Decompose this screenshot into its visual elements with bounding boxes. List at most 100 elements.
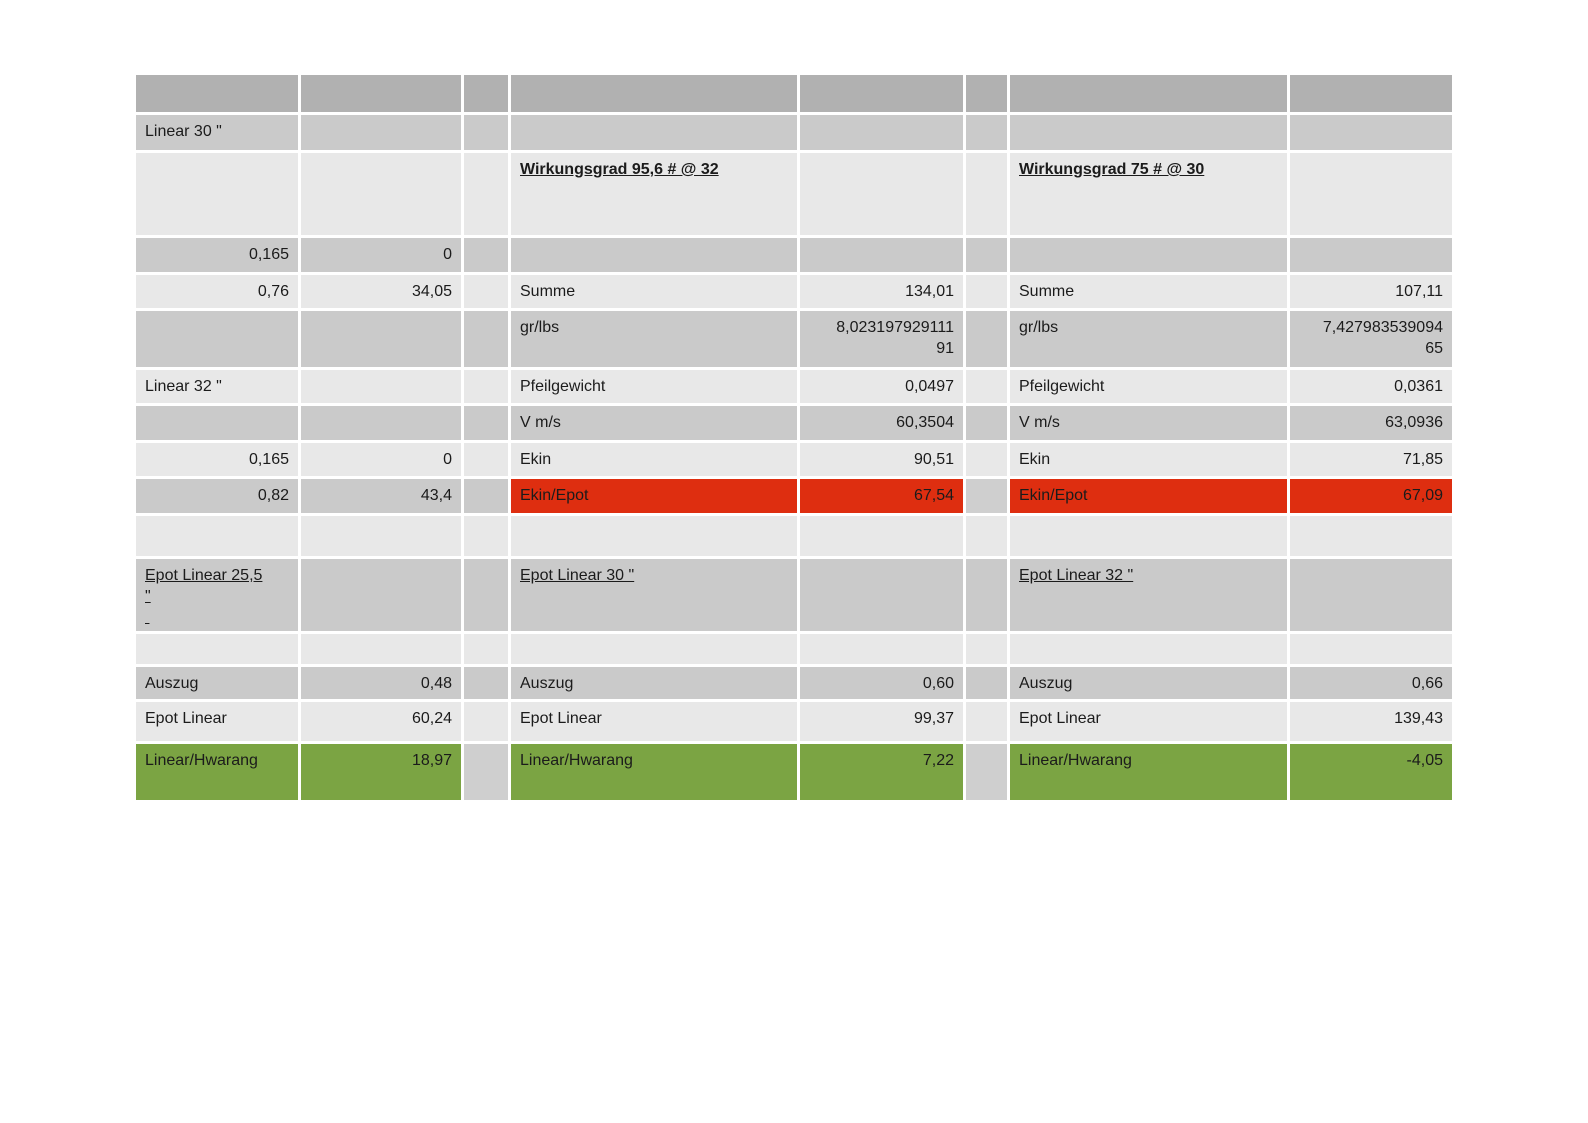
velocity-value-g1: 60,3504: [797, 403, 966, 443]
empty-cell: [1007, 235, 1290, 275]
epot-linear-label-g2: Epot Linear: [1007, 699, 1290, 744]
ekin-epot-label-g2: Ekin/Epot: [1007, 476, 1290, 516]
empty-cell: [963, 513, 1010, 559]
empty-cell: [298, 72, 464, 115]
velocity-label-g1: V m/s: [508, 403, 800, 443]
empty-cell: [963, 699, 1010, 744]
empty-cell: [963, 308, 1010, 370]
gr-lbs-label-g1: gr/lbs: [508, 308, 800, 370]
empty-cell: [963, 112, 1010, 153]
empty-cell: [133, 513, 301, 559]
wirkungsgrad-75-header: Wirkungsgrad 75 # @ 30: [1007, 150, 1290, 238]
empty-cell: [461, 556, 511, 634]
gr-lbs-value-g1: 8,023197929111 91: [797, 308, 966, 370]
empty-cell: [508, 235, 800, 275]
empty-cell: [461, 112, 511, 153]
linear32-value-b: 43,4: [298, 476, 464, 516]
empty-cell: [461, 699, 511, 744]
linear32-param-value: 0,165: [133, 440, 301, 479]
empty-cell: [1287, 72, 1455, 115]
empty-cell: [461, 631, 511, 667]
empty-cell: [461, 72, 511, 115]
table-row-wirkungsgrad-headers: Wirkungsgrad 95,6 # @ 32 Wirkungsgrad 75…: [133, 150, 1455, 238]
epot-linear-value-g0: 60,24: [298, 699, 464, 744]
pfeilgewicht-label-g1: Pfeilgewicht: [508, 367, 800, 406]
empty-cell: [797, 556, 966, 634]
empty-cell: [298, 367, 464, 406]
table-row-gr-lbs: gr/lbs 8,023197929111 91 gr/lbs 7,427983…: [133, 308, 1455, 370]
empty-cell: [963, 556, 1010, 634]
empty-cell: [133, 72, 301, 115]
empty-cell: [1007, 631, 1290, 667]
epot-linear-30-header: Epot Linear 30 ": [508, 556, 800, 634]
empty-cell: [298, 112, 464, 153]
linear30-zero-value: 0: [298, 235, 464, 275]
empty-cell: [963, 403, 1010, 443]
linear-hwarang-label-g1: Linear/Hwarang: [508, 741, 800, 803]
empty-cell: [133, 150, 301, 238]
table-row-linear-hwarang: Linear/Hwarang 18,97 Linear/Hwarang 7,22…: [133, 741, 1455, 803]
summe-value-g1: 134,01: [797, 272, 966, 311]
ekin-epot-label-g1: Ekin/Epot: [508, 476, 800, 516]
empty-cell: [461, 235, 511, 275]
empty-cell: [963, 741, 1010, 803]
epot-linear-label-g1: Epot Linear: [508, 699, 800, 744]
empty-cell: [963, 150, 1010, 238]
empty-cell: [963, 631, 1010, 667]
empty-cell: [298, 513, 464, 559]
empty-cell: [461, 664, 511, 702]
calculation-table-container: Linear 30 " Wirkungsgrad 95,6 # @ 32 Wir…: [133, 72, 1455, 803]
table-row-linear30-values: 0,165 0: [133, 235, 1455, 275]
velocity-label-g2: V m/s: [1007, 403, 1290, 443]
empty-cell: [1287, 235, 1455, 275]
empty-cell: [461, 476, 511, 516]
empty-cell: [1007, 72, 1290, 115]
empty-cell: [1287, 556, 1455, 634]
auszug-value-g1: 0,60: [797, 664, 966, 702]
epot-linear-value-g2: 139,43: [1287, 699, 1455, 744]
pfeilgewicht-label-g2: Pfeilgewicht: [1007, 367, 1290, 406]
empty-cell: [508, 112, 800, 153]
table-row-velocity: V m/s 60,3504 V m/s 63,0936: [133, 403, 1455, 443]
empty-cell: [298, 556, 464, 634]
velocity-value-g2: 63,0936: [1287, 403, 1455, 443]
empty-cell: [963, 664, 1010, 702]
empty-cell: [508, 631, 800, 667]
empty-cell: [1287, 150, 1455, 238]
linear-32-label: Linear 32 ": [133, 367, 301, 406]
epot-linear-label-g0: Epot Linear: [133, 699, 301, 744]
ekin-label-g1: Ekin: [508, 440, 800, 479]
empty-cell: [963, 476, 1010, 516]
empty-cell: [508, 513, 800, 559]
linear30-value-b: 34,05: [298, 272, 464, 311]
table-row-ekin: 0,165 0 Ekin 90,51 Ekin 71,85: [133, 440, 1455, 479]
empty-cell: [963, 367, 1010, 406]
summe-label-g1: Summe: [508, 272, 800, 311]
linear-hwarang-value-g1: 7,22: [797, 741, 966, 803]
auszug-label-g0: Auszug: [133, 664, 301, 702]
auszug-value-g2: 0,66: [1287, 664, 1455, 702]
empty-cell: [797, 235, 966, 275]
epot-linear-value-g1: 99,37: [797, 699, 966, 744]
table-row-spacer-2: [133, 631, 1455, 667]
gr-lbs-label-g2: gr/lbs: [1007, 308, 1290, 370]
wirkungsgrad-95-header: Wirkungsgrad 95,6 # @ 32: [508, 150, 800, 238]
empty-cell: [461, 513, 511, 559]
ekin-label-g2: Ekin: [1007, 440, 1290, 479]
empty-cell: [133, 308, 301, 370]
empty-cell: [461, 308, 511, 370]
empty-cell: [133, 403, 301, 443]
empty-cell: [508, 72, 800, 115]
empty-cell: [797, 112, 966, 153]
ekin-epot-value-g2: 67,09: [1287, 476, 1455, 516]
empty-cell: [797, 150, 966, 238]
linear-hwarang-label-g0: Linear/Hwarang: [133, 741, 301, 803]
table-row-ekin-epot: 0,82 43,4 Ekin/Epot 67,54 Ekin/Epot 67,0…: [133, 476, 1455, 516]
empty-cell: [797, 513, 966, 559]
summe-value-g2: 107,11: [1287, 272, 1455, 311]
linear32-value-a: 0,82: [133, 476, 301, 516]
table-row-header-band: [133, 72, 1455, 115]
empty-cell: [963, 72, 1010, 115]
empty-cell: [797, 72, 966, 115]
empty-cell: [963, 235, 1010, 275]
